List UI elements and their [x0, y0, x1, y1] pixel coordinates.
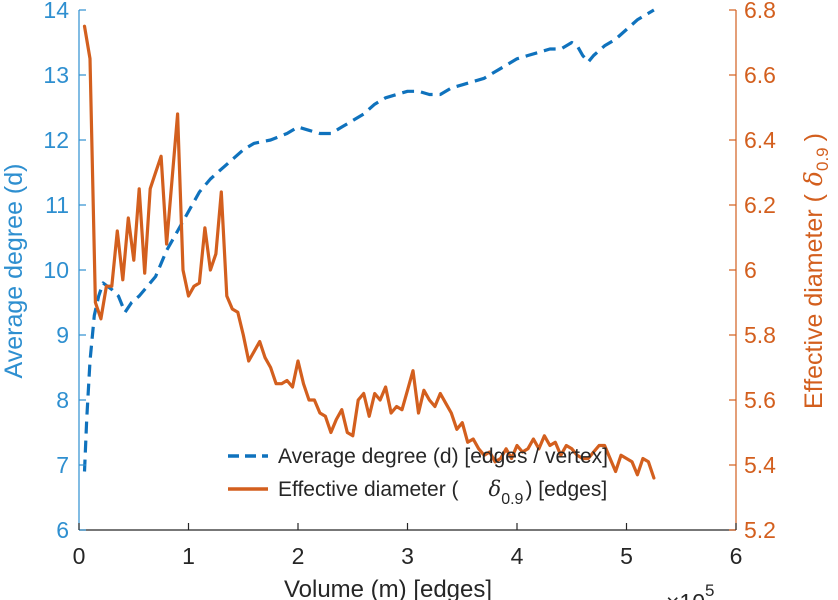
right-tick-label: 5.4 — [744, 452, 776, 478]
legend-label-effective-diameter: Effective diameter ( δ0.9) [edges] — [278, 477, 607, 508]
legend-label-effective-diameter-subscript: 0.9 — [501, 491, 523, 508]
left-tick-label: 6 — [56, 517, 69, 543]
x-axis-title: Volume (m) [edges] — [284, 576, 492, 600]
plot-lines — [85, 10, 654, 478]
left-tick-label: 10 — [43, 257, 69, 283]
x-tick-label: 1 — [182, 543, 195, 569]
x-tick-label: 6 — [730, 543, 743, 569]
right-axis-title-symbol: δ — [799, 171, 828, 186]
x-tick-label: 2 — [292, 543, 305, 569]
x-tick-label: 5 — [620, 543, 633, 569]
x-tick-label: 0 — [73, 543, 86, 569]
left-tick-label: 9 — [56, 322, 69, 348]
right-tick-label: 6.8 — [744, 0, 776, 23]
left-axis-ticks: 6 7 8 9 10 11 12 13 14 — [43, 0, 86, 543]
right-axis-title: Effective diameter ( δ0.9) — [799, 133, 832, 409]
left-axis-title: Average degree (d) — [0, 164, 28, 379]
legend: Average degree (d) [edges / vertex] Effe… — [228, 445, 608, 508]
right-tick-label: 6 — [744, 257, 757, 283]
right-axis-title-prefix: Effective diameter ( — [800, 193, 828, 409]
left-tick-label: 8 — [56, 387, 69, 413]
right-axis-title-subscript: 0.9 — [813, 147, 832, 171]
left-tick-label: 13 — [43, 62, 69, 88]
right-tick-label: 6.6 — [744, 62, 776, 88]
right-tick-label: 6.2 — [744, 192, 776, 218]
right-tick-label: 5.6 — [744, 387, 776, 413]
legend-label-effective-diameter-prefix: Effective diameter ( — [278, 478, 459, 501]
x-axis-exponent-base: ×10 — [666, 589, 705, 600]
right-tick-label: 5.2 — [744, 517, 776, 543]
series-line-effective-diameter — [85, 26, 654, 478]
legend-label-effective-diameter-symbol: δ — [489, 477, 502, 501]
right-tick-label: 5.8 — [744, 322, 776, 348]
x-tick-label: 4 — [511, 543, 524, 569]
right-tick-label: 6.4 — [744, 127, 776, 153]
left-tick-label: 12 — [43, 127, 69, 153]
x-tick-label: 3 — [401, 543, 414, 569]
legend-label-average-degree-text: Average degree (d) [edges / vertex] — [278, 445, 608, 468]
left-tick-label: 7 — [56, 452, 69, 478]
left-tick-label: 11 — [45, 192, 69, 218]
x-axis-exponent-power: 5 — [705, 581, 714, 600]
right-axis-title-suffix: ) — [800, 133, 828, 141]
x-axis-exponent: ×105 — [666, 581, 714, 600]
series-line-average-degree — [85, 10, 654, 472]
legend-label-effective-diameter-suffix: ) [edges] — [525, 478, 607, 501]
left-tick-label: 14 — [43, 0, 69, 23]
legend-label-average-degree: Average degree (d) [edges / vertex] — [278, 445, 608, 468]
chart: 67891011121314 5.25.45.65.866.26.46.66.8… — [0, 0, 838, 600]
